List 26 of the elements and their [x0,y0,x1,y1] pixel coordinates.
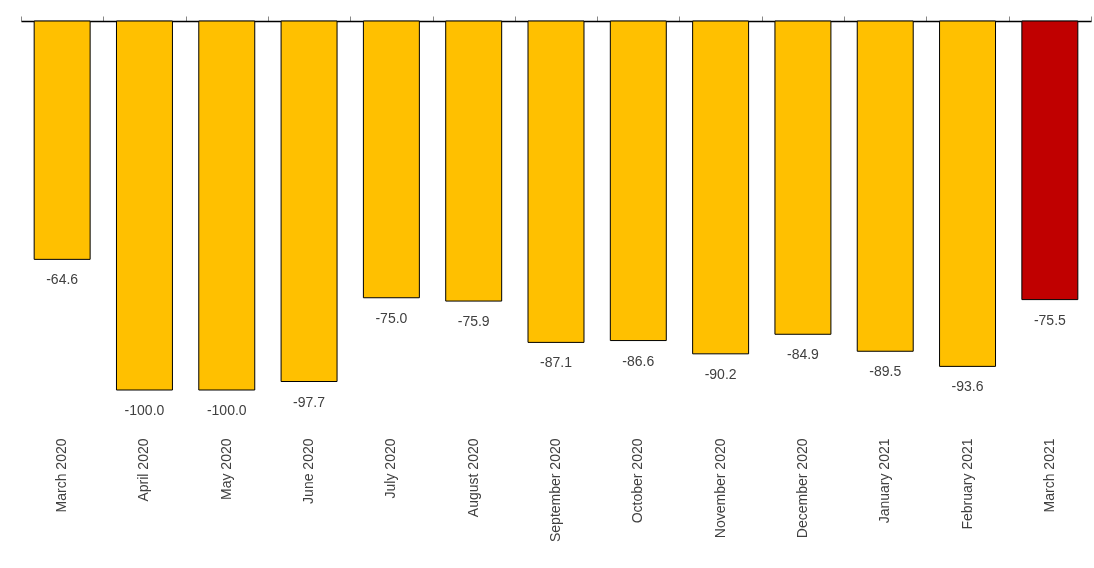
x-tick-label: October 2020 [629,438,646,524]
x-tick-label: February 2021 [958,438,975,530]
data-label: -93.6 [951,378,984,395]
x-tick-label: March 2021 [1040,438,1057,513]
x-tick-label: November 2020 [711,438,728,539]
data-label: -86.6 [622,352,655,369]
x-tick-label: July 2020 [382,438,399,499]
data-label: -100.0 [206,402,247,418]
data-label: -87.1 [540,354,573,371]
x-tick-label: April 2020 [135,438,152,502]
data-label: -75.9 [457,313,490,330]
data-label: -97.7 [293,393,326,410]
x-tick-label: January 2021 [876,438,893,524]
data-label: -89.5 [869,363,902,380]
data-label: -90.2 [704,365,737,382]
x-tick-label: May 2020 [217,438,234,500]
x-tick-label: September 2020 [547,438,563,543]
data-label: -100.0 [124,402,165,418]
data-label: -84.9 [786,346,820,363]
x-tick-label: December 2020 [793,438,810,539]
x-tick-label: August 2020 [464,438,481,518]
data-label: -75.5 [1033,311,1067,328]
x-tick-label: June 2020 [300,438,317,504]
x-tick-label: March 2020 [53,438,70,513]
data-label: -75.0 [375,309,408,326]
data-label: -64.6 [46,271,79,288]
